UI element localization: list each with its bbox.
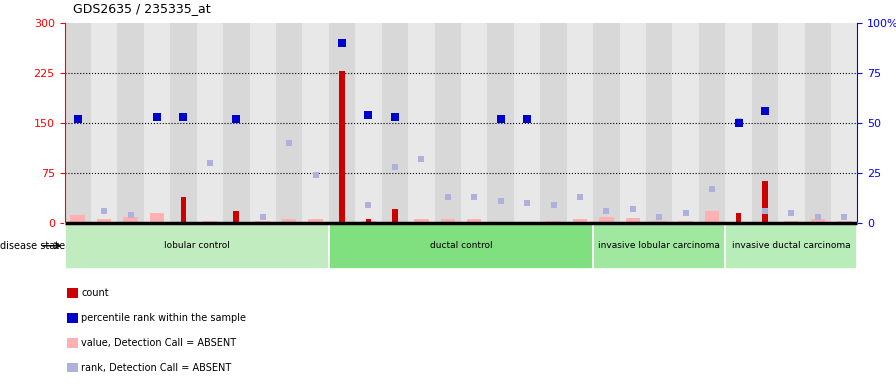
Bar <box>699 23 726 223</box>
Bar <box>461 23 487 223</box>
Bar <box>467 219 481 223</box>
Text: value, Detection Call = ABSENT: value, Detection Call = ABSENT <box>81 338 237 348</box>
Bar <box>355 23 382 223</box>
Bar <box>625 218 640 223</box>
Bar <box>71 215 85 223</box>
Bar <box>599 217 614 223</box>
Bar <box>705 212 719 223</box>
Text: GDS2635 / 235335_at: GDS2635 / 235335_at <box>73 2 211 15</box>
Bar <box>566 23 593 223</box>
Bar <box>249 23 276 223</box>
Bar <box>66 338 77 348</box>
Bar <box>392 209 398 223</box>
Bar <box>282 219 297 223</box>
Bar <box>170 23 197 223</box>
Bar <box>329 23 355 223</box>
Bar <box>779 23 805 223</box>
Text: invasive lobular carcinoma: invasive lobular carcinoma <box>599 241 720 250</box>
Bar <box>620 23 646 223</box>
Text: rank, Detection Call = ABSENT: rank, Detection Call = ABSENT <box>81 362 231 373</box>
Bar <box>540 23 566 223</box>
Bar <box>547 222 561 223</box>
Bar <box>234 212 239 223</box>
Bar <box>117 23 143 223</box>
Bar <box>678 222 693 223</box>
Bar <box>303 23 329 223</box>
Bar <box>124 217 138 223</box>
Bar <box>66 288 77 298</box>
Text: ductal control: ductal control <box>430 241 492 250</box>
Bar <box>435 23 461 223</box>
Text: disease state: disease state <box>0 241 65 251</box>
Bar <box>197 23 223 223</box>
Bar <box>441 219 455 223</box>
Bar <box>514 23 540 223</box>
Text: invasive ductal carcinoma: invasive ductal carcinoma <box>732 241 850 250</box>
Text: percentile rank within the sample: percentile rank within the sample <box>81 313 246 323</box>
Bar <box>805 23 831 223</box>
Bar <box>308 219 323 223</box>
Bar <box>487 23 514 223</box>
Bar <box>726 23 752 223</box>
Bar <box>65 23 91 223</box>
Bar <box>726 223 857 269</box>
Bar <box>593 223 726 269</box>
Bar <box>811 219 825 223</box>
Bar <box>382 23 409 223</box>
Bar <box>65 223 329 269</box>
Bar <box>202 222 217 223</box>
Bar <box>255 222 270 223</box>
Bar <box>784 221 798 223</box>
Bar <box>340 71 345 223</box>
Bar <box>181 197 186 223</box>
Bar <box>762 181 768 223</box>
Bar <box>66 363 77 372</box>
Bar <box>672 23 699 223</box>
Bar <box>223 23 249 223</box>
Bar <box>361 222 375 223</box>
Bar <box>646 23 672 223</box>
Bar <box>414 219 428 223</box>
Bar <box>66 313 77 323</box>
Bar <box>837 221 851 223</box>
Bar <box>329 223 593 269</box>
Bar <box>143 23 170 223</box>
Bar <box>831 23 857 223</box>
Bar <box>593 23 620 223</box>
Bar <box>91 23 117 223</box>
Text: count: count <box>81 288 108 298</box>
Bar <box>736 213 741 223</box>
Bar <box>752 23 779 223</box>
Bar <box>409 23 435 223</box>
Text: lobular control: lobular control <box>164 241 229 250</box>
Bar <box>366 219 371 223</box>
Bar <box>573 219 587 223</box>
Bar <box>150 214 164 223</box>
Bar <box>652 221 667 223</box>
Bar <box>97 219 111 223</box>
Bar <box>276 23 303 223</box>
